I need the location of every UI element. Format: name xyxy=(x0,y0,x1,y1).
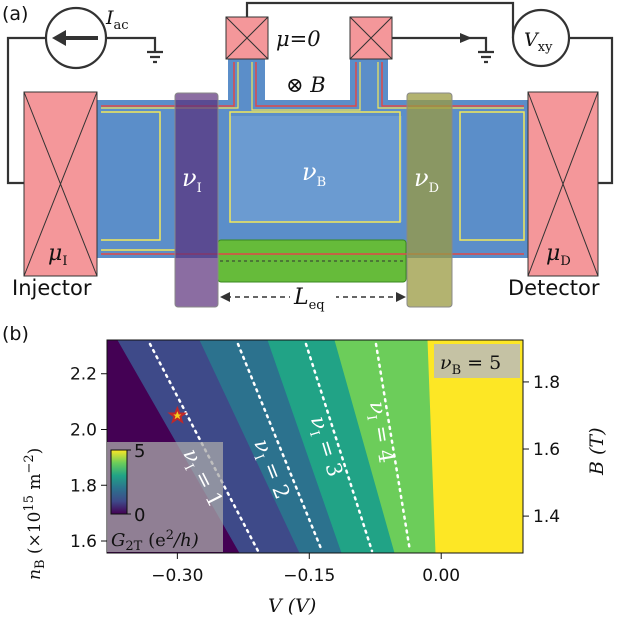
colorbar xyxy=(111,450,127,514)
x-tick-label: −0.15 xyxy=(283,566,335,586)
y-tick-label: 1.6 xyxy=(70,532,97,552)
y2-tick-label: 1.6 xyxy=(533,440,560,460)
y2-tick-label: 1.8 xyxy=(533,373,560,393)
y2-tick-label: 1.4 xyxy=(533,507,560,527)
panel-label: (a) xyxy=(2,3,28,25)
arrow xyxy=(460,33,472,43)
injector-label: Injector xyxy=(12,276,92,300)
detector-gate xyxy=(407,93,452,307)
y2-axis-label: B (T) xyxy=(586,428,608,477)
y-tick-label: 2.2 xyxy=(70,365,97,385)
x-axis-label: V (V) xyxy=(268,595,316,617)
panel-b: (b) V (V) nB (×1015 m−2) B (T) νB = 5 G2… xyxy=(2,323,608,617)
contact-potential: μ=0 xyxy=(276,27,321,51)
colorbar-label: G2T (e2/h) xyxy=(111,528,199,554)
ground xyxy=(478,52,494,62)
injector-gate xyxy=(175,93,218,307)
ground xyxy=(147,52,163,62)
x-tick-label: 0.00 xyxy=(422,566,460,586)
voltmeter xyxy=(513,10,569,66)
y-axis-label: nB (×1015 m−2) xyxy=(22,448,48,580)
figure: (a) Iac Vxy μ=0 ⊗ B νI νB νD xyxy=(0,0,620,624)
panel-a: (a) Iac Vxy μ=0 ⊗ B νI νB νD xyxy=(2,3,612,313)
y-tick-label: 2.0 xyxy=(70,420,97,440)
y-tick-label: 1.8 xyxy=(70,476,97,496)
colorbar-tick-label: 5 xyxy=(134,441,145,462)
panel-label: (b) xyxy=(2,323,29,345)
detector-label: Detector xyxy=(508,276,600,300)
x-tick-label: −0.30 xyxy=(151,566,203,586)
field-label: ⊗ B xyxy=(286,73,326,97)
current-label: Iac xyxy=(105,7,129,33)
colorbar-tick-label: 0 xyxy=(134,505,145,526)
